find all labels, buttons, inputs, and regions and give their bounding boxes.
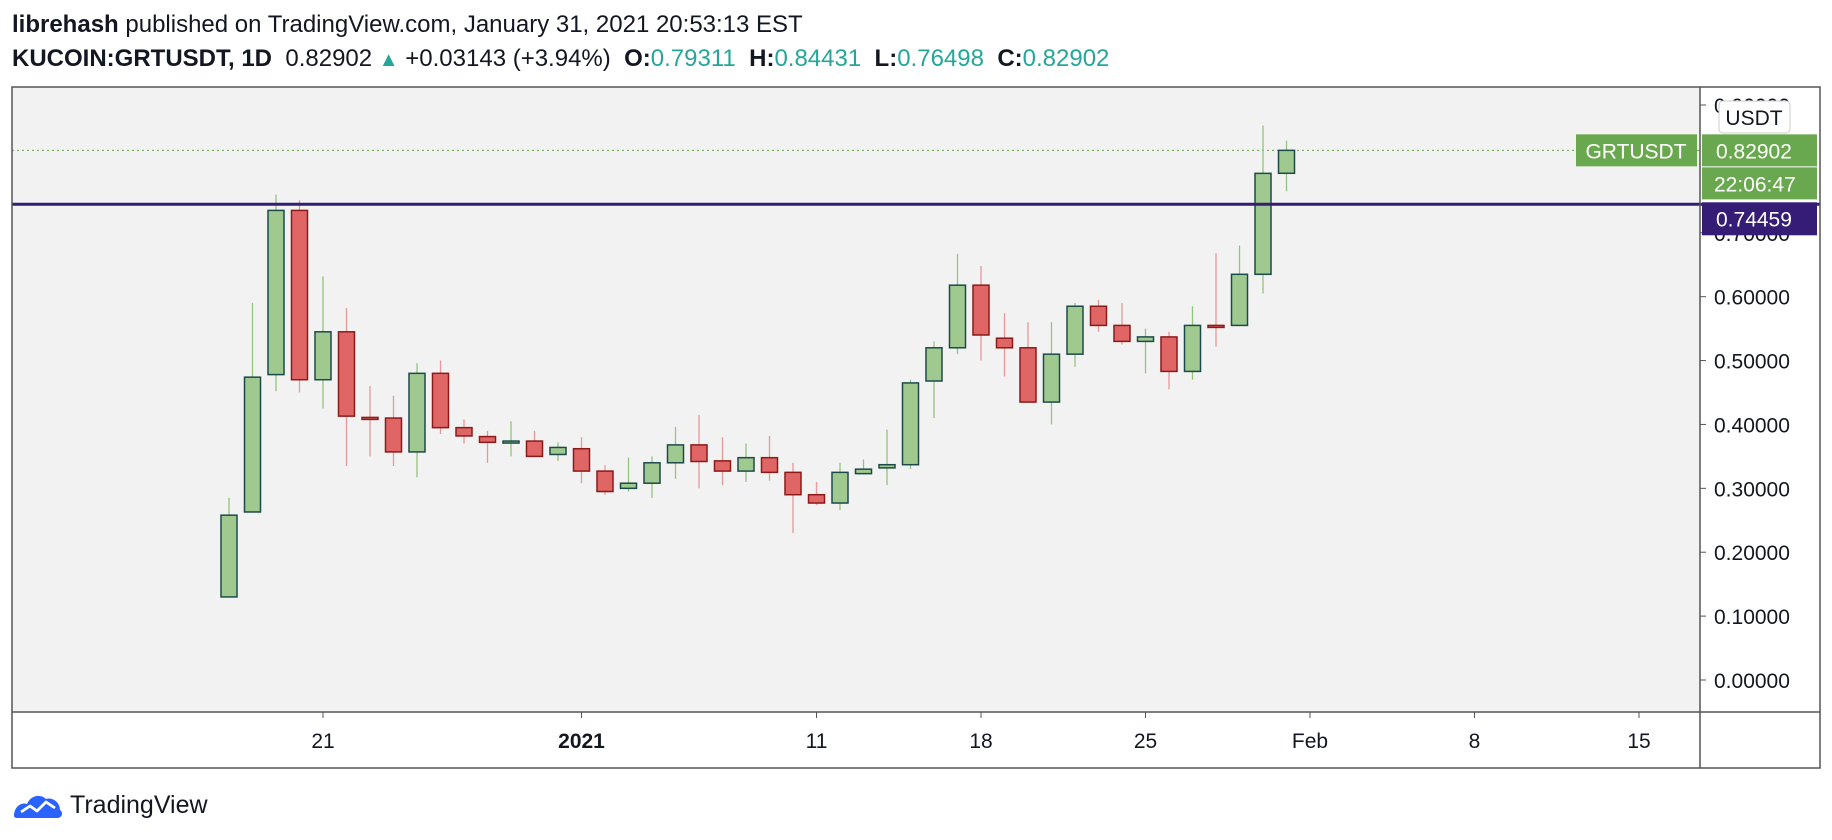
ohlc-line: KUCOIN:GRTUSDT, 1D 0.82902 ▲ +0.03143 (+… xyxy=(12,42,1812,77)
price-change: +0.03143 (+3.94%) xyxy=(405,45,611,72)
countdown-tag xyxy=(1702,167,1817,200)
chart-frame xyxy=(11,86,1821,769)
close-value: 0.82902 xyxy=(1022,45,1110,72)
currency-label: USDT xyxy=(1725,107,1782,130)
last-price: 0.82902 xyxy=(285,45,373,72)
candle-body[interactable] xyxy=(1066,305,1084,355)
high-label: H: xyxy=(749,45,775,72)
candle-body[interactable] xyxy=(1136,336,1155,343)
resistance-price-tag xyxy=(1702,202,1817,236)
candle-body[interactable] xyxy=(1254,172,1272,276)
candle-body[interactable] xyxy=(854,468,873,475)
x-tick-label: 18 xyxy=(969,730,992,753)
candle-body[interactable] xyxy=(690,444,708,463)
countdown-label: 22:06:47 xyxy=(1714,173,1796,196)
x-tick-label: 8 xyxy=(1469,730,1481,753)
candle-body[interactable] xyxy=(760,456,779,474)
publish-line: librehash published on TradingView.com, … xyxy=(12,8,1812,42)
candle-body[interactable] xyxy=(478,435,497,444)
candle-body[interactable] xyxy=(361,416,379,421)
candle-body[interactable] xyxy=(948,284,967,349)
y-tick-label: 0.10000 xyxy=(1714,606,1790,629)
author-name[interactable]: librehash xyxy=(12,11,119,38)
candle-body[interactable] xyxy=(384,417,403,453)
candle-body[interactable] xyxy=(1042,353,1061,403)
low-label: L: xyxy=(874,45,898,72)
candlestick-chart[interactable]: 0.00000 0.10000 0.20000 0.30000 0.40000 0.500… xyxy=(0,0,1832,790)
open-value: 0.79311 xyxy=(650,45,736,72)
candle-body[interactable] xyxy=(901,382,920,466)
candle-body[interactable] xyxy=(220,514,238,598)
candle-body[interactable] xyxy=(831,471,849,504)
candle-body[interactable] xyxy=(525,440,544,458)
x-tick-label: 11 xyxy=(806,730,828,753)
candle-body[interactable] xyxy=(267,209,285,376)
symbol-price-tag xyxy=(1576,134,1697,167)
candle-body[interactable] xyxy=(290,209,309,381)
candle-body[interactable] xyxy=(1113,324,1131,343)
last-price-tag-label: 0.82902 xyxy=(1716,140,1792,163)
candle-body[interactable] xyxy=(737,456,755,472)
candle-body[interactable] xyxy=(643,462,661,484)
candle-body[interactable] xyxy=(314,331,332,381)
y-tick-label: 0.60000 xyxy=(1714,287,1790,310)
resistance-price-label: 0.74459 xyxy=(1716,208,1792,231)
up-arrow-icon: ▲ xyxy=(378,49,399,71)
candle-body[interactable] xyxy=(619,482,638,490)
x-tick-label: 15 xyxy=(1627,730,1650,753)
candle-body[interactable] xyxy=(1019,347,1037,403)
published-text: published on TradingView.com, January 31… xyxy=(125,11,803,38)
brand-name: TradingView xyxy=(70,790,208,819)
candle-body[interactable] xyxy=(502,440,520,444)
x-tick-label: 25 xyxy=(1134,730,1157,753)
candle-body[interactable] xyxy=(572,447,591,472)
candle-body[interactable] xyxy=(995,337,1014,349)
candle-body[interactable] xyxy=(1089,305,1108,327)
candle-body[interactable] xyxy=(878,463,896,469)
candle-body[interactable] xyxy=(807,493,826,504)
close-label: C: xyxy=(997,45,1023,72)
candle-body[interactable] xyxy=(784,471,802,496)
last-price-tag xyxy=(1702,134,1817,167)
plot-area[interactable] xyxy=(12,87,1700,712)
candle-body[interactable] xyxy=(666,444,685,464)
symbol-name: KUCOIN:GRTUSDT, 1D xyxy=(12,45,273,72)
tradingview-logo-icon xyxy=(14,795,63,818)
candle-body[interactable] xyxy=(549,446,567,456)
symbol-price-tag-label: GRTUSDT xyxy=(1585,140,1686,163)
x-tick-label: 2021 xyxy=(558,730,605,753)
y-tick-label: 0.20000 xyxy=(1714,542,1790,565)
candle-body[interactable] xyxy=(1207,324,1225,329)
candle-body[interactable] xyxy=(972,284,990,336)
open-label: O: xyxy=(624,45,651,72)
candle-body[interactable] xyxy=(1160,336,1178,373)
currency-label-box[interactable] xyxy=(1718,100,1791,134)
chart-header: librehash published on TradingView.com, … xyxy=(12,8,1812,77)
candle-body[interactable] xyxy=(243,376,262,513)
candle-body[interactable] xyxy=(1277,149,1296,175)
candle-body[interactable] xyxy=(337,331,356,417)
footer: TradingView xyxy=(12,790,208,820)
candle-body[interactable] xyxy=(713,460,732,472)
y-tick-label: 0.40000 xyxy=(1714,414,1790,437)
y-tick-label: 0.00000 xyxy=(1714,670,1790,693)
candle-body[interactable] xyxy=(431,372,450,429)
candle-body[interactable] xyxy=(408,372,426,453)
candle-body[interactable] xyxy=(925,347,943,382)
x-tick-label: 21 xyxy=(311,730,334,753)
candle-body[interactable] xyxy=(1230,273,1249,327)
candle-body[interactable] xyxy=(596,470,614,493)
chart-area[interactable]: 0.00000 0.10000 0.20000 0.30000 0.40000 0.500… xyxy=(0,0,1832,795)
y-tick-label: 0.50000 xyxy=(1714,351,1790,374)
low-value: 0.76498 xyxy=(897,45,984,72)
candle-body[interactable] xyxy=(455,426,473,437)
x-tick-label: Feb xyxy=(1292,730,1328,753)
high-value: 0.84431 xyxy=(774,45,862,72)
y-tick-label: 0.30000 xyxy=(1714,478,1790,501)
candle-body[interactable] xyxy=(1183,324,1202,373)
